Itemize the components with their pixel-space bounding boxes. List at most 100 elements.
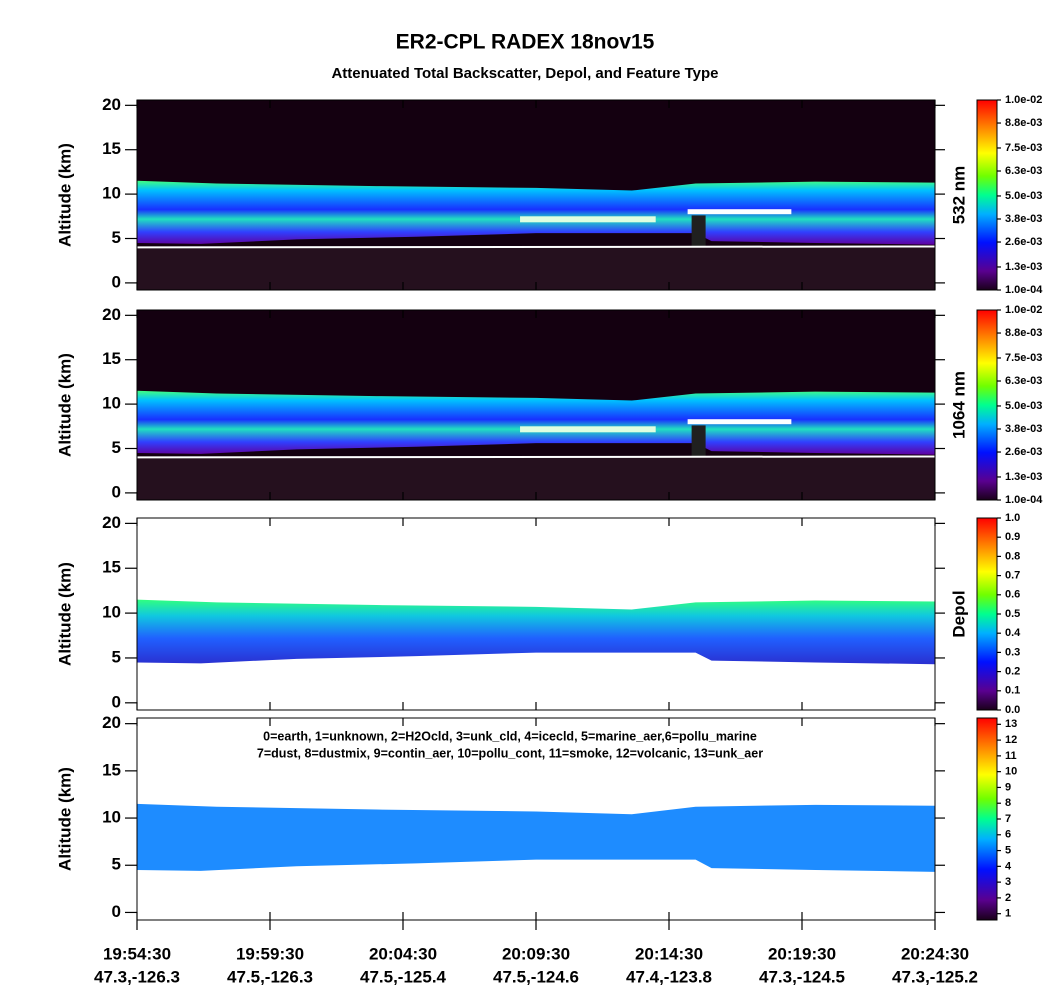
colorbar-tick-label: 6.3e-03 xyxy=(1005,375,1042,387)
y-axis-label: Altitude (km) xyxy=(55,143,74,247)
colorbar-tick-label: 13 xyxy=(1005,718,1017,730)
colorbar-tick-label: 3 xyxy=(1005,876,1011,888)
colorbar-tick-label: 2 xyxy=(1005,892,1011,904)
bright-layer xyxy=(687,419,792,425)
x-tick-label: 20:04:30 xyxy=(369,944,437,963)
y-axis-label: Altitude (km) xyxy=(55,767,74,871)
surface-return xyxy=(136,245,936,249)
y-tick-label: 15 xyxy=(102,139,121,158)
colorbar-tick-label: 3.8e-03 xyxy=(1005,423,1042,435)
colorbar-tick-label: 6 xyxy=(1005,829,1011,841)
bright-layer xyxy=(687,209,792,215)
colorbar-tick-label: 0.6 xyxy=(1005,589,1020,601)
y-tick-label: 10 xyxy=(102,184,121,203)
y-axis-label: Altitude (km) xyxy=(55,353,74,457)
colorbar xyxy=(976,517,998,711)
colorbar-tick-label: 1 xyxy=(1005,908,1011,920)
cloud-layer xyxy=(137,599,935,665)
y-tick-label: 5 xyxy=(112,855,121,874)
x-tick-label: 47.3,-125.2 xyxy=(892,967,978,986)
bright-layer xyxy=(520,216,656,223)
colorbar-tick-label: 1.3e-03 xyxy=(1005,261,1042,273)
colorbar-tick-label: 2.6e-03 xyxy=(1005,446,1042,458)
annotation: 0=earth, 1=unknown, 2=H2Ocld, 3=unk_cld,… xyxy=(263,729,757,743)
y-tick-label: 10 xyxy=(102,394,121,413)
colorbar-tick-label: 1.3e-03 xyxy=(1005,471,1042,483)
colorbar xyxy=(976,717,998,921)
colorbar-tick-label: 5 xyxy=(1005,844,1011,856)
y-tick-label: 15 xyxy=(102,558,121,577)
colorbar-tick-label: 0.4 xyxy=(1005,627,1021,639)
colorbar-label: 1064 nm xyxy=(949,371,968,439)
y-tick-label: 5 xyxy=(112,228,121,247)
colorbar-tick-label: 1.0e-02 xyxy=(1005,94,1042,106)
chart-subtitle: Attenuated Total Backscatter, Depol, and… xyxy=(331,65,718,82)
x-tick-label: 20:24:30 xyxy=(901,944,969,963)
y-axis-label: Altitude (km) xyxy=(55,562,74,666)
colorbar-tick-label: 10 xyxy=(1005,766,1017,778)
colorbar-tick-label: 1.0e-02 xyxy=(1005,304,1042,316)
colorbar-tick-label: 1.0e-04 xyxy=(1005,284,1043,296)
colorbar-tick-label: 8.8e-03 xyxy=(1005,327,1042,339)
colorbar-tick-label: 8.8e-03 xyxy=(1005,117,1042,129)
panel: 0 5 10 15 20 Altitude (km) 1.0e-04 1.3e-03 2.6e-… xyxy=(55,304,1043,506)
colorbar-tick-label: 7 xyxy=(1005,813,1011,825)
x-tick-label: 20:09:30 xyxy=(502,944,570,963)
y-tick-label: 20 xyxy=(102,95,121,114)
surface-return xyxy=(136,455,936,459)
panel: 0 5 10 15 20 Altitude (km) 1.0e-04 1.3e-03 2.6e-… xyxy=(55,94,1043,296)
y-tick-label: 15 xyxy=(102,349,121,368)
y-tick-label: 0 xyxy=(112,692,121,711)
colorbar-tick-label: 0.5 xyxy=(1005,608,1020,620)
colorbar xyxy=(976,99,998,291)
colorbar-tick-label: 0.7 xyxy=(1005,570,1020,582)
colorbar-tick-label: 0.9 xyxy=(1005,531,1020,543)
y-tick-label: 20 xyxy=(102,305,121,324)
colorbar-tick-label: 5.0e-03 xyxy=(1005,190,1042,202)
y-tick-label: 10 xyxy=(102,603,121,622)
colorbar-tick-label: 7.5e-03 xyxy=(1005,352,1042,364)
colorbar-tick-label: 0.1 xyxy=(1005,685,1020,697)
colorbar-tick-label: 9 xyxy=(1005,781,1011,793)
y-tick-label: 10 xyxy=(102,808,121,827)
y-tick-label: 20 xyxy=(102,513,121,532)
x-tick-label: 47.5,-126.3 xyxy=(227,967,313,986)
x-tick-label: 20:19:30 xyxy=(768,944,836,963)
y-tick-label: 5 xyxy=(112,438,121,457)
colorbar-tick-label: 0.3 xyxy=(1005,646,1020,658)
y-tick-label: 0 xyxy=(112,272,121,291)
colorbar-label: Depol xyxy=(949,590,968,637)
x-tick-label: 47.5,-125.4 xyxy=(360,967,447,986)
colorbar-tick-label: 4 xyxy=(1005,860,1012,872)
colorbar-tick-label: 7.5e-03 xyxy=(1005,142,1042,154)
shadow-column xyxy=(691,215,706,248)
colorbar-tick-label: 3.8e-03 xyxy=(1005,213,1042,225)
bright-layer xyxy=(520,426,656,433)
colorbar-tick-label: 2.6e-03 xyxy=(1005,236,1042,248)
chart-title: ER2-CPL RADEX 18nov15 xyxy=(396,31,655,54)
annotation: 7=dust, 8=dustmix, 9=contin_aer, 10=poll… xyxy=(257,746,763,760)
colorbar-tick-label: 0.0 xyxy=(1005,704,1020,716)
x-tick-label: 19:54:30 xyxy=(103,944,171,963)
x-tick-label: 47.3,-124.5 xyxy=(759,967,845,986)
colorbar-tick-label: 0.8 xyxy=(1005,550,1020,562)
y-tick-label: 5 xyxy=(112,647,121,666)
x-tick-label: 47.5,-124.6 xyxy=(493,967,579,986)
y-tick-label: 0 xyxy=(112,902,121,921)
colorbar-tick-label: 5.0e-03 xyxy=(1005,400,1042,412)
colorbar-label: 532 nm xyxy=(949,166,968,225)
cloud-layer xyxy=(137,390,935,455)
colorbar-tick-label: 6.3e-03 xyxy=(1005,165,1042,177)
shadow-column xyxy=(691,425,706,458)
y-tick-label: 0 xyxy=(112,482,121,501)
panel: 0 5 10 15 20 Altitude (km) 0.0 0.1 0.2 0.3 0.4 0.5 0… xyxy=(55,512,1021,716)
colorbar-tick-label: 1.0 xyxy=(1005,512,1020,524)
colorbar xyxy=(976,309,998,501)
colorbar-tick-label: 0.2 xyxy=(1005,666,1020,678)
x-tick-label: 47.4,-123.8 xyxy=(626,967,712,986)
x-tick-label: 20:14:30 xyxy=(635,944,703,963)
colorbar-tick-label: 12 xyxy=(1005,734,1017,746)
